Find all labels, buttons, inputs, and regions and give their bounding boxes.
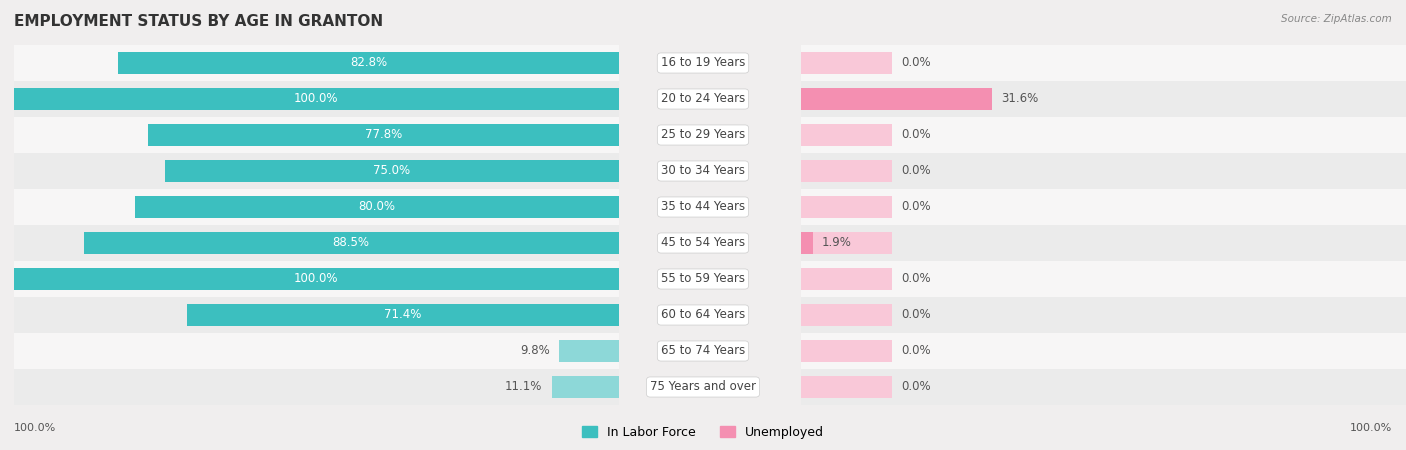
Text: 100.0%: 100.0%: [1350, 423, 1392, 433]
Text: Source: ZipAtlas.com: Source: ZipAtlas.com: [1281, 14, 1392, 23]
Bar: [14, 88, 619, 110]
Bar: [14, 333, 1223, 369]
Bar: [197, 333, 1406, 369]
Bar: [148, 124, 619, 146]
Bar: [14, 81, 1223, 117]
Text: 60 to 64 Years: 60 to 64 Years: [661, 309, 745, 321]
Bar: [551, 376, 619, 398]
Text: 0.0%: 0.0%: [901, 309, 931, 321]
Text: EMPLOYMENT STATUS BY AGE IN GRANTON: EMPLOYMENT STATUS BY AGE IN GRANTON: [14, 14, 384, 28]
Text: 75 Years and over: 75 Years and over: [650, 381, 756, 393]
Text: 75.0%: 75.0%: [374, 165, 411, 177]
Text: 100.0%: 100.0%: [294, 273, 339, 285]
Bar: [135, 196, 619, 218]
Bar: [801, 304, 893, 326]
Text: 9.8%: 9.8%: [520, 345, 550, 357]
Bar: [197, 189, 1406, 225]
Bar: [801, 52, 893, 74]
Text: 31.6%: 31.6%: [1001, 93, 1039, 105]
Bar: [197, 81, 1406, 117]
Bar: [14, 297, 1223, 333]
Bar: [14, 268, 619, 290]
Bar: [14, 189, 1223, 225]
Bar: [14, 261, 1223, 297]
Text: 0.0%: 0.0%: [901, 129, 931, 141]
Text: 71.4%: 71.4%: [384, 309, 422, 321]
Text: 0.0%: 0.0%: [901, 165, 931, 177]
Text: 0.0%: 0.0%: [901, 57, 931, 69]
Text: 0.0%: 0.0%: [901, 345, 931, 357]
Text: 16 to 19 Years: 16 to 19 Years: [661, 57, 745, 69]
Text: 0.0%: 0.0%: [901, 273, 931, 285]
Bar: [14, 225, 1223, 261]
Bar: [197, 117, 1406, 153]
Text: 25 to 29 Years: 25 to 29 Years: [661, 129, 745, 141]
Text: 45 to 54 Years: 45 to 54 Years: [661, 237, 745, 249]
Bar: [801, 88, 893, 110]
Text: 80.0%: 80.0%: [359, 201, 395, 213]
Text: 30 to 34 Years: 30 to 34 Years: [661, 165, 745, 177]
Text: 77.8%: 77.8%: [364, 129, 402, 141]
Text: 20 to 24 Years: 20 to 24 Years: [661, 93, 745, 105]
Bar: [801, 340, 893, 362]
Text: 100.0%: 100.0%: [14, 423, 56, 433]
Bar: [14, 369, 1223, 405]
Bar: [197, 261, 1406, 297]
Text: 0.0%: 0.0%: [901, 381, 931, 393]
Bar: [197, 297, 1406, 333]
Text: 65 to 74 Years: 65 to 74 Years: [661, 345, 745, 357]
Bar: [560, 340, 619, 362]
Bar: [801, 124, 893, 146]
Bar: [118, 52, 619, 74]
Bar: [801, 232, 813, 254]
Bar: [801, 160, 893, 182]
Bar: [83, 232, 619, 254]
Bar: [165, 160, 619, 182]
Bar: [197, 153, 1406, 189]
Bar: [197, 225, 1406, 261]
Bar: [14, 153, 1223, 189]
Text: 100.0%: 100.0%: [294, 93, 339, 105]
Bar: [14, 117, 1223, 153]
Bar: [801, 376, 893, 398]
Bar: [801, 88, 993, 110]
Bar: [801, 232, 893, 254]
Bar: [197, 45, 1406, 81]
Text: 11.1%: 11.1%: [505, 381, 543, 393]
Text: 82.8%: 82.8%: [350, 57, 387, 69]
Bar: [801, 196, 893, 218]
Bar: [14, 45, 1223, 81]
Text: 1.9%: 1.9%: [823, 237, 852, 249]
Bar: [187, 304, 619, 326]
Text: 35 to 44 Years: 35 to 44 Years: [661, 201, 745, 213]
Text: 88.5%: 88.5%: [333, 237, 370, 249]
Bar: [801, 268, 893, 290]
Legend: In Labor Force, Unemployed: In Labor Force, Unemployed: [576, 421, 830, 444]
Text: 55 to 59 Years: 55 to 59 Years: [661, 273, 745, 285]
Bar: [197, 369, 1406, 405]
Text: 0.0%: 0.0%: [901, 201, 931, 213]
